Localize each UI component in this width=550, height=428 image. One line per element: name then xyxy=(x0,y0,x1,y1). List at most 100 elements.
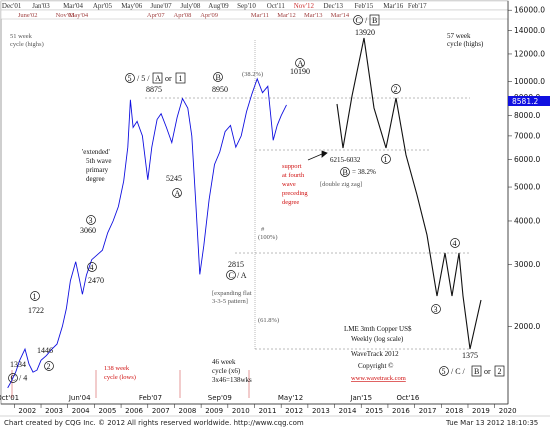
wave-circle-4b xyxy=(450,238,460,248)
wave-label-3a: 3 xyxy=(89,216,93,225)
wave-label-3b: 3 xyxy=(434,305,438,314)
x-tick-label-16: 2018 xyxy=(445,407,463,415)
wave-label-ca-c: C xyxy=(229,271,234,280)
price-label-1722: 1722 xyxy=(28,306,44,315)
top-cycle-label-6: July'08 xyxy=(180,2,200,10)
top-cycle-row2-label-4: Apr'08 xyxy=(174,12,192,19)
x-tick-label-13: 2015 xyxy=(365,407,383,415)
x-tick-label-5: 2007 xyxy=(152,407,170,415)
x-tick-label-4: 2006 xyxy=(125,407,143,415)
top-cycle-label-0: Dec'01 xyxy=(2,2,22,10)
x-edge-label-4: May'12 xyxy=(278,394,303,402)
top-cycle-label-13: Mar'16 xyxy=(383,2,403,10)
price-tag-value: 8581.2 xyxy=(512,97,538,106)
top-cycle-row-1: Dec'01 Jan'03 Mar'04 Apr'05 May'06 June'07 Jul… xyxy=(2,2,427,10)
wave-label-c4-4: / 4 xyxy=(19,374,27,383)
y-tick-label-11: 16000.0 xyxy=(514,6,545,15)
y-tick-label-0: 2000.0 xyxy=(514,322,540,331)
annotation-wavetrack: WaveTrack 2012 xyxy=(351,350,399,358)
arrow-head xyxy=(321,150,328,158)
wave-circle-a1 xyxy=(172,188,182,198)
y-tick-label-3: 5000.0 xyxy=(514,183,540,192)
plot-frame xyxy=(0,0,509,405)
top-cycle-row2-label-0: June'02 xyxy=(18,12,38,19)
annotation-copyright: Copyright © xyxy=(358,362,394,370)
annotation-51wk-1: 51 week xyxy=(10,33,33,40)
top-cycle-label-2: Mar'04 xyxy=(63,2,83,10)
top-cycle-row2-label-9: Mar'14 xyxy=(331,12,350,19)
y-tick-label-5: 7000.0 xyxy=(514,131,540,140)
price-label-10190: 10190 xyxy=(290,67,310,76)
x-tick-label-2: 2004 xyxy=(72,407,90,415)
price-label-3060: 3060 xyxy=(80,226,96,235)
top-cycle-label-7: Aug'09 xyxy=(208,2,229,10)
price-series-line xyxy=(7,77,287,389)
price-label-13920: 13920 xyxy=(355,28,375,37)
wave-label-5slash: / 5 / xyxy=(137,74,150,83)
wave-label-1a: 1 xyxy=(33,292,37,301)
wave-label-box-b2: B xyxy=(474,367,479,376)
wave-label-box-a: A xyxy=(155,74,161,83)
wave-label-a1: A xyxy=(175,189,181,198)
x-edge-label-3: Sep'09 xyxy=(208,394,232,402)
wave-label-b1: B xyxy=(216,73,221,82)
wave-circle-3b xyxy=(431,304,441,314)
x-tick-label-6: 2008 xyxy=(179,407,197,415)
top-cycle-label-12: Feb'15 xyxy=(355,2,374,10)
annotation-dzz: [double zig zag] xyxy=(320,181,362,188)
y-tick-label-9: 12000.0 xyxy=(514,49,545,58)
wave-box-1 xyxy=(175,72,186,84)
x-tick-label-17: 2019 xyxy=(472,407,490,415)
x-tick-label-3: 2005 xyxy=(98,407,116,415)
top-cycle-label-3: Apr'05 xyxy=(93,2,113,10)
annotation-46wk-3: 3x46=138wks xyxy=(212,376,252,384)
price-label-1334: 1334 xyxy=(10,360,26,369)
wave-label-or: or xyxy=(165,74,172,83)
wave-label-5bot-c: / C / xyxy=(451,367,466,376)
annotation-weekly: Weekly (log scale) xyxy=(351,335,404,343)
wave-circle-4a xyxy=(87,262,97,272)
x-axis: 2002 2003 2004 2005 2006 2007 2008 2009 2010 2011… xyxy=(14,404,517,415)
wave-circle-b2 xyxy=(340,167,350,177)
wave-circle-5top xyxy=(125,73,135,83)
y-axis: 2000.0 3000.0 4000.0 5000.0 6000.0 7000.0 8000… xyxy=(508,6,545,331)
footer-left: Chart created by CQG Inc. © 2012 All rig… xyxy=(4,419,304,427)
top-cycle-row2-label-7: Mar'12 xyxy=(277,12,296,19)
wave-label-2b: 2 xyxy=(394,85,398,94)
x-edge-labels: Oct'01 Jun'04 Feb'07 Sep'09 May'12 Jan'15 Oct'… xyxy=(0,394,420,402)
annotation-extended-1: 'extended' xyxy=(82,148,110,156)
y-tick-label-2: 4000.0 xyxy=(514,216,540,225)
top-cycle-label-4: May'06 xyxy=(121,2,143,10)
top-cycle-row2-label-8: Mar'13 xyxy=(304,12,323,19)
x-edge-label-2: Feb'07 xyxy=(139,394,162,402)
x-edge-label-6: Oct'16 xyxy=(396,394,419,402)
wave-label-cb-c: C xyxy=(356,16,361,25)
x-tick-label-18: 2020 xyxy=(499,407,517,415)
annotation-lme: LME 3mth Copper US$ xyxy=(344,325,412,333)
wave-label-or2: or xyxy=(484,367,491,376)
footer-right: Tue Mar 13 2012 18:10:35 xyxy=(445,419,538,427)
price-label-2815: 2815 xyxy=(228,260,244,269)
annotation-url: www.wavetrack.com xyxy=(351,375,406,382)
top-cycle-row2-label-1: Nov'03 xyxy=(56,12,75,19)
price-label-8875: 8875 xyxy=(146,85,162,94)
y-tick-label-8: 10000.0 xyxy=(514,77,545,86)
forecast-path xyxy=(336,37,482,350)
wave-circle-5bot xyxy=(439,366,449,376)
wave-label-5top: 5 xyxy=(128,74,132,83)
x-edge-label-0: Oct'01 xyxy=(0,394,19,402)
wave-circle-c4 xyxy=(8,373,18,383)
wave-circle-ca xyxy=(226,270,236,280)
wave-circle-2a xyxy=(44,361,54,371)
wave-label-4a: 4 xyxy=(90,263,94,272)
top-cycle-row2-label-3: Apr'07 xyxy=(147,12,166,19)
wave-label-box-2: 2 xyxy=(498,367,502,376)
wave-circle-2b xyxy=(391,84,401,94)
annotation-support-2: at fourth xyxy=(282,172,305,179)
x-tick-label-14: 2016 xyxy=(392,407,410,415)
wave-box-b xyxy=(369,14,380,26)
wave-label-2a: 2 xyxy=(47,362,51,371)
top-cycle-label-11: Dec'13 xyxy=(323,2,343,10)
annotation-ef-2: 3-3-5 pattern] xyxy=(212,298,248,305)
wave-label-a2: A xyxy=(298,59,304,68)
